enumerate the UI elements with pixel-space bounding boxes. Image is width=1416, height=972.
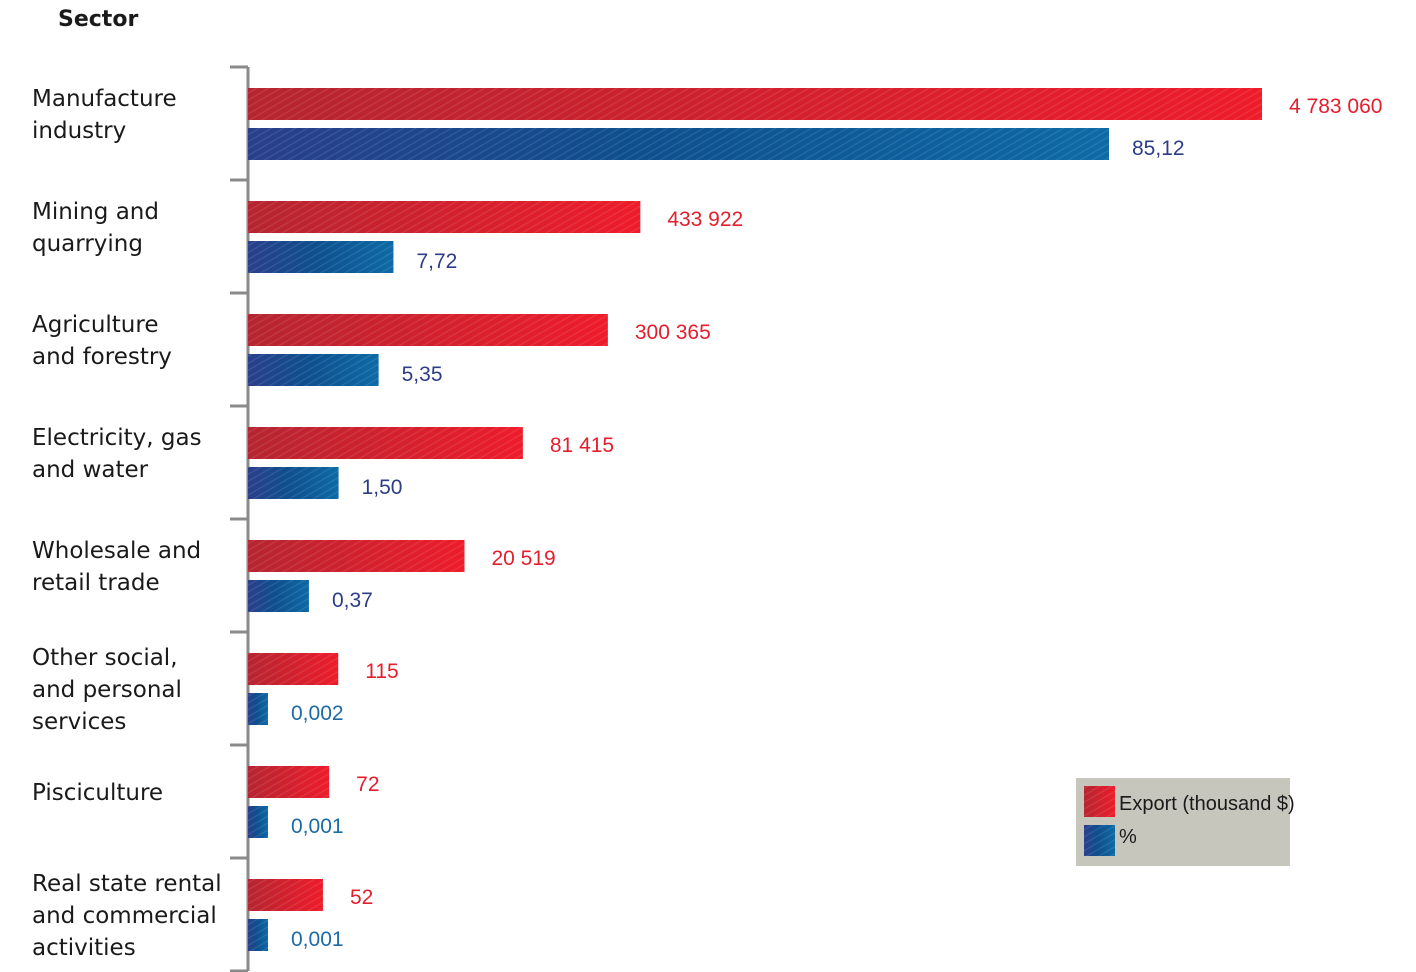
value-label-export: 433 922: [667, 208, 743, 231]
value-label-export: 81 415: [550, 434, 614, 457]
bars: 4 783 060 85,12 433 922 7,72 300 365 5,35 81 4…: [248, 88, 1382, 951]
category-labels: Manufacture industry Mining and quarrying Ag…: [32, 86, 222, 961]
chart-title: Sector: [58, 7, 138, 32]
category-label: Wholesale and retail trade: [32, 538, 201, 596]
value-label-export: 115: [365, 660, 398, 683]
value-label-export: 20 519: [491, 547, 555, 570]
legend-label-export: Export (thousand $): [1119, 793, 1295, 815]
legend-label-percent: %: [1119, 826, 1137, 848]
category-label: Electricity, gas and water: [32, 425, 202, 483]
value-label-percent: 5,35: [402, 363, 443, 386]
value-label-percent: 0,002: [291, 702, 344, 725]
category-axis: [230, 65, 250, 972]
category-label: Agriculture and forestry: [32, 312, 172, 370]
legend: Export (thousand $) %: [1076, 778, 1295, 866]
category-label: Manufacture industry: [32, 86, 177, 144]
value-label-export: 4 783 060: [1289, 95, 1382, 118]
category-label: Other social, and personal services: [32, 645, 182, 735]
value-label-percent: 1,50: [362, 476, 403, 499]
value-label-percent: 7,72: [416, 250, 457, 273]
value-label-percent: 0,37: [332, 589, 373, 612]
value-label-export: 72: [356, 773, 379, 796]
value-label-export: 300 365: [635, 321, 711, 344]
value-label-export: 52: [350, 886, 373, 909]
category-label: Mining and quarrying: [32, 199, 159, 257]
value-label-percent: 0,001: [291, 928, 344, 951]
category-label: Pisciculture: [32, 780, 163, 806]
category-label: Real state rental and commercial activitie…: [32, 871, 222, 961]
value-label-percent: 0,001: [291, 815, 344, 838]
value-label-percent: 85,12: [1132, 137, 1185, 160]
